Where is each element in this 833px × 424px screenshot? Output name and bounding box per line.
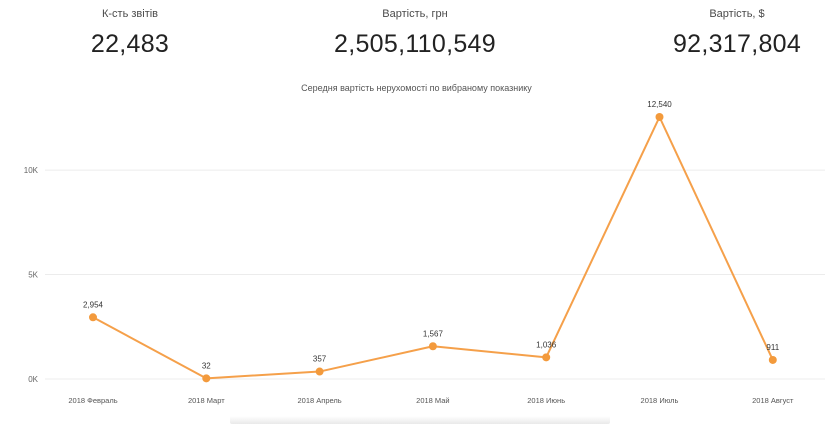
data-label: 1,036 [536,340,557,349]
data-labels: 2,954 32 357 1,567 1,036 12,540 911 [83,100,780,370]
series-line [92,116,774,380]
kpi-cost-uah: Вартість, грн 2,505,110,549 [300,6,530,59]
data-label: 357 [313,355,327,364]
chart-title: Середня вартість нерухомості по вибраном… [301,83,532,93]
x-tick-label: 2018 Февраль [68,396,117,405]
data-point [89,313,97,322]
kpi-label: Вартість, грн [382,8,448,20]
x-tick-label: 2018 Март [188,396,225,405]
data-point [655,113,664,121]
data-label: 12,540 [647,100,672,109]
chart-series [89,113,777,383]
y-axis-ticks: 0K 5K 10K [24,166,39,384]
chart-footer [230,416,610,424]
chart-gridlines [45,169,825,380]
x-tick-label: 2018 Май [416,396,449,405]
kpi-cost-usd: Вартість, $ 92,317,804 [622,6,833,59]
y-tick-label: 0K [28,375,38,384]
data-point [315,367,324,376]
data-point [768,355,777,364]
x-tick-label: 2018 Август [752,396,794,405]
kpi-label: К-сть звітів [101,8,159,20]
kpi-value: 22,483 [90,30,170,58]
x-tick-label: 2018 Апрель [297,396,341,405]
data-label: 2,954 [83,300,104,309]
data-point [428,342,437,351]
data-label: 911 [766,343,779,352]
x-tick-label: 2018 Июль [641,396,679,405]
kpi-label: Вартість, $ [709,8,765,20]
kpi-report-count: К-сть звітів 22,483 [15,6,245,59]
data-point [542,353,551,362]
kpi-value: 2,505,110,549 [334,30,496,58]
x-tick-label: 2018 Июнь [527,396,565,405]
data-label: 1,567 [423,329,444,338]
data-label: 32 [202,361,211,370]
x-axis-ticks: 2018 Февраль 2018 Март 2018 Апрель 2018 Май… [68,396,794,405]
y-tick-label: 5K [28,271,38,280]
data-point [202,374,211,383]
kpi-value: 92,317,804 [672,30,802,58]
y-tick-label: 10K [24,166,39,175]
